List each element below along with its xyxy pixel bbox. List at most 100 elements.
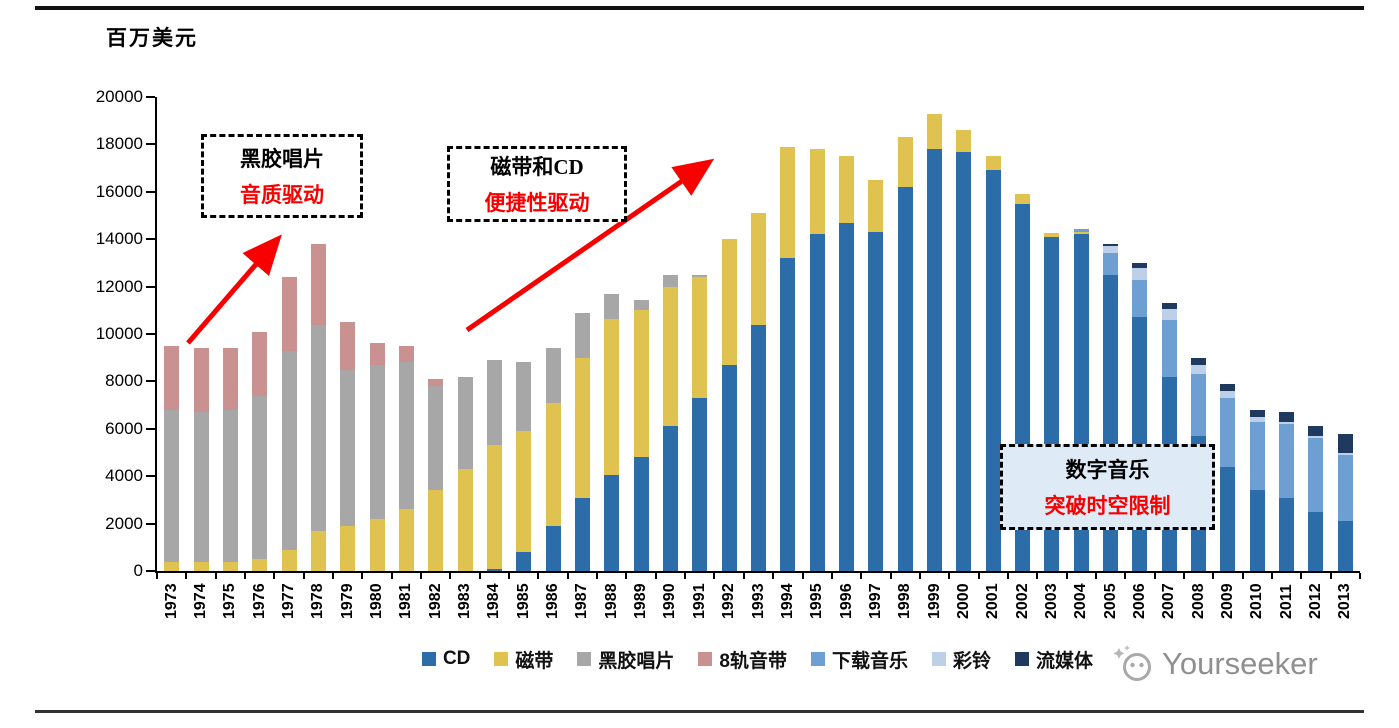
bar-segment-cd: [545, 525, 561, 571]
bar-segment-vinyl: [574, 312, 590, 358]
bar-segment-download: [1220, 398, 1236, 467]
bar-segment-vinyl: [604, 293, 620, 319]
x-axis-tick: [684, 573, 687, 579]
bar-segment-cassette: [428, 490, 444, 571]
y-axis-tick: [146, 143, 155, 146]
legend-item-8track: 8轨音带: [698, 646, 787, 673]
x-axis-tick: [1153, 573, 1156, 579]
legend-label-cassette: 磁带: [515, 650, 554, 672]
y-axis-tick: [146, 238, 155, 241]
x-axis-tick: [889, 573, 892, 579]
bar-segment-download: [1191, 374, 1207, 436]
bar-segment-download: [1073, 228, 1089, 233]
x-axis-tick: [1006, 573, 1009, 579]
bar-segment-cassette: [193, 561, 209, 571]
bar-segment-cd: [1220, 466, 1236, 571]
annotation-digital-title: 数字音乐: [1065, 458, 1150, 482]
watermark: Yourseeker: [1112, 644, 1318, 684]
x-axis-label: 1979: [338, 583, 356, 619]
bar-segment-cassette: [927, 113, 943, 150]
y-axis-label: 14000: [95, 229, 143, 249]
bar-segment-cassette: [809, 149, 825, 235]
legend-item-cassette: 磁带: [494, 646, 553, 673]
x-axis-label: 1996: [837, 583, 855, 619]
bar-segment-cd: [751, 324, 766, 571]
x-axis-label: 1993: [749, 583, 767, 619]
bar-segment-cd: [721, 364, 737, 571]
legend-swatch-8track: [698, 652, 713, 666]
bar-segment-cassette: [281, 549, 297, 571]
legend-label-cd: CD: [442, 648, 471, 669]
legend-item-streaming: 流媒体: [1015, 646, 1093, 673]
x-axis-label: 1987: [573, 583, 591, 619]
bar-segment-8track: [398, 345, 414, 363]
bar-segment-ringtone: [1337, 452, 1353, 455]
bar-segment-8track: [340, 322, 356, 370]
y-axis-label: 0: [133, 561, 143, 580]
bar-segment-vinyl: [516, 362, 532, 432]
x-axis-tick: [1036, 573, 1039, 579]
bar-segment-ringtone: [1308, 435, 1324, 439]
bar-segment-vinyl: [398, 362, 414, 510]
legend-label-ringtone: 彩铃: [953, 650, 992, 672]
bar-segment-streaming: [1279, 412, 1295, 422]
bar-segment-cassette: [780, 146, 796, 259]
bar-segment-cd: [1337, 521, 1353, 571]
bar-segment-download: [1132, 279, 1148, 318]
bar-segment-vinyl: [369, 364, 385, 519]
bar-segment-8track: [222, 348, 238, 410]
x-axis-label: 1991: [690, 583, 708, 619]
bar-segment-cd: [985, 170, 1001, 571]
bar-segment-8track: [310, 243, 326, 325]
bar-segment-cassette: [310, 530, 326, 571]
bar-segment-streaming: [1191, 357, 1207, 365]
x-axis-tick: [1359, 573, 1361, 579]
x-axis-tick: [420, 573, 423, 579]
legend-item-vinyl: 黑胶唱片: [577, 646, 674, 673]
bar-segment-ringtone: [1103, 246, 1119, 254]
x-axis-tick: [596, 573, 599, 579]
bar-segment-cassette: [633, 310, 649, 458]
y-axis-label: 10000: [95, 324, 143, 343]
x-axis-label: 1980: [368, 583, 386, 619]
y-axis-label: 12000: [95, 276, 143, 296]
x-axis-tick: [566, 573, 569, 579]
bar-segment-cassette: [721, 239, 737, 365]
y-axis-unit-label: 百万美元: [106, 26, 198, 50]
x-axis-tick: [244, 573, 247, 579]
bar-segment-8track: [369, 343, 385, 365]
bar-segment-vinyl: [252, 395, 268, 560]
x-axis-label: 2002: [1013, 583, 1031, 619]
bar-segment-streaming: [1132, 262, 1148, 268]
bar-segment-8track: [252, 331, 268, 396]
x-axis-label: 2011: [1277, 584, 1295, 619]
x-axis-label: 2008: [1189, 583, 1207, 619]
bar-segment-vinyl: [164, 409, 180, 562]
x-axis-label: 1985: [514, 583, 532, 619]
bar-segment-cassette: [486, 445, 502, 569]
bar-segment-cassette: [164, 561, 180, 571]
bar-segment-cassette: [516, 431, 532, 553]
bar-segment-streaming: [1249, 409, 1265, 417]
bar-segment-vinyl: [193, 412, 209, 562]
bar-segment-cassette: [868, 179, 884, 233]
x-axis-tick: [1124, 573, 1127, 579]
chart-legend: CD 磁带 黑胶唱片 8轨音带 下载音乐 彩铃 流媒体: [155, 644, 1360, 674]
x-axis-tick: [625, 573, 628, 579]
y-axis-label: 6000: [105, 418, 143, 438]
watermark-text: Yourseeker: [1162, 646, 1318, 681]
bar-segment-cd: [516, 552, 532, 571]
bar-segment-cassette: [369, 518, 385, 571]
bar-segment-ringtone: [1249, 416, 1265, 422]
bar-segment-cd: [692, 398, 708, 571]
annotation-digital: 数字音乐 突破时空限制: [1000, 444, 1215, 530]
bar-segment-vinyl: [457, 376, 473, 470]
y-axis-tick: [146, 96, 155, 98]
bar-segment-cassette: [340, 525, 356, 571]
bar-segment-8track: [193, 348, 209, 413]
x-axis-label: 2001: [984, 583, 1002, 619]
y-axis-tick: [146, 285, 155, 288]
legend-label-vinyl: 黑胶唱片: [598, 650, 675, 672]
x-axis-tick: [390, 573, 393, 579]
y-axis-tick: [146, 522, 155, 525]
